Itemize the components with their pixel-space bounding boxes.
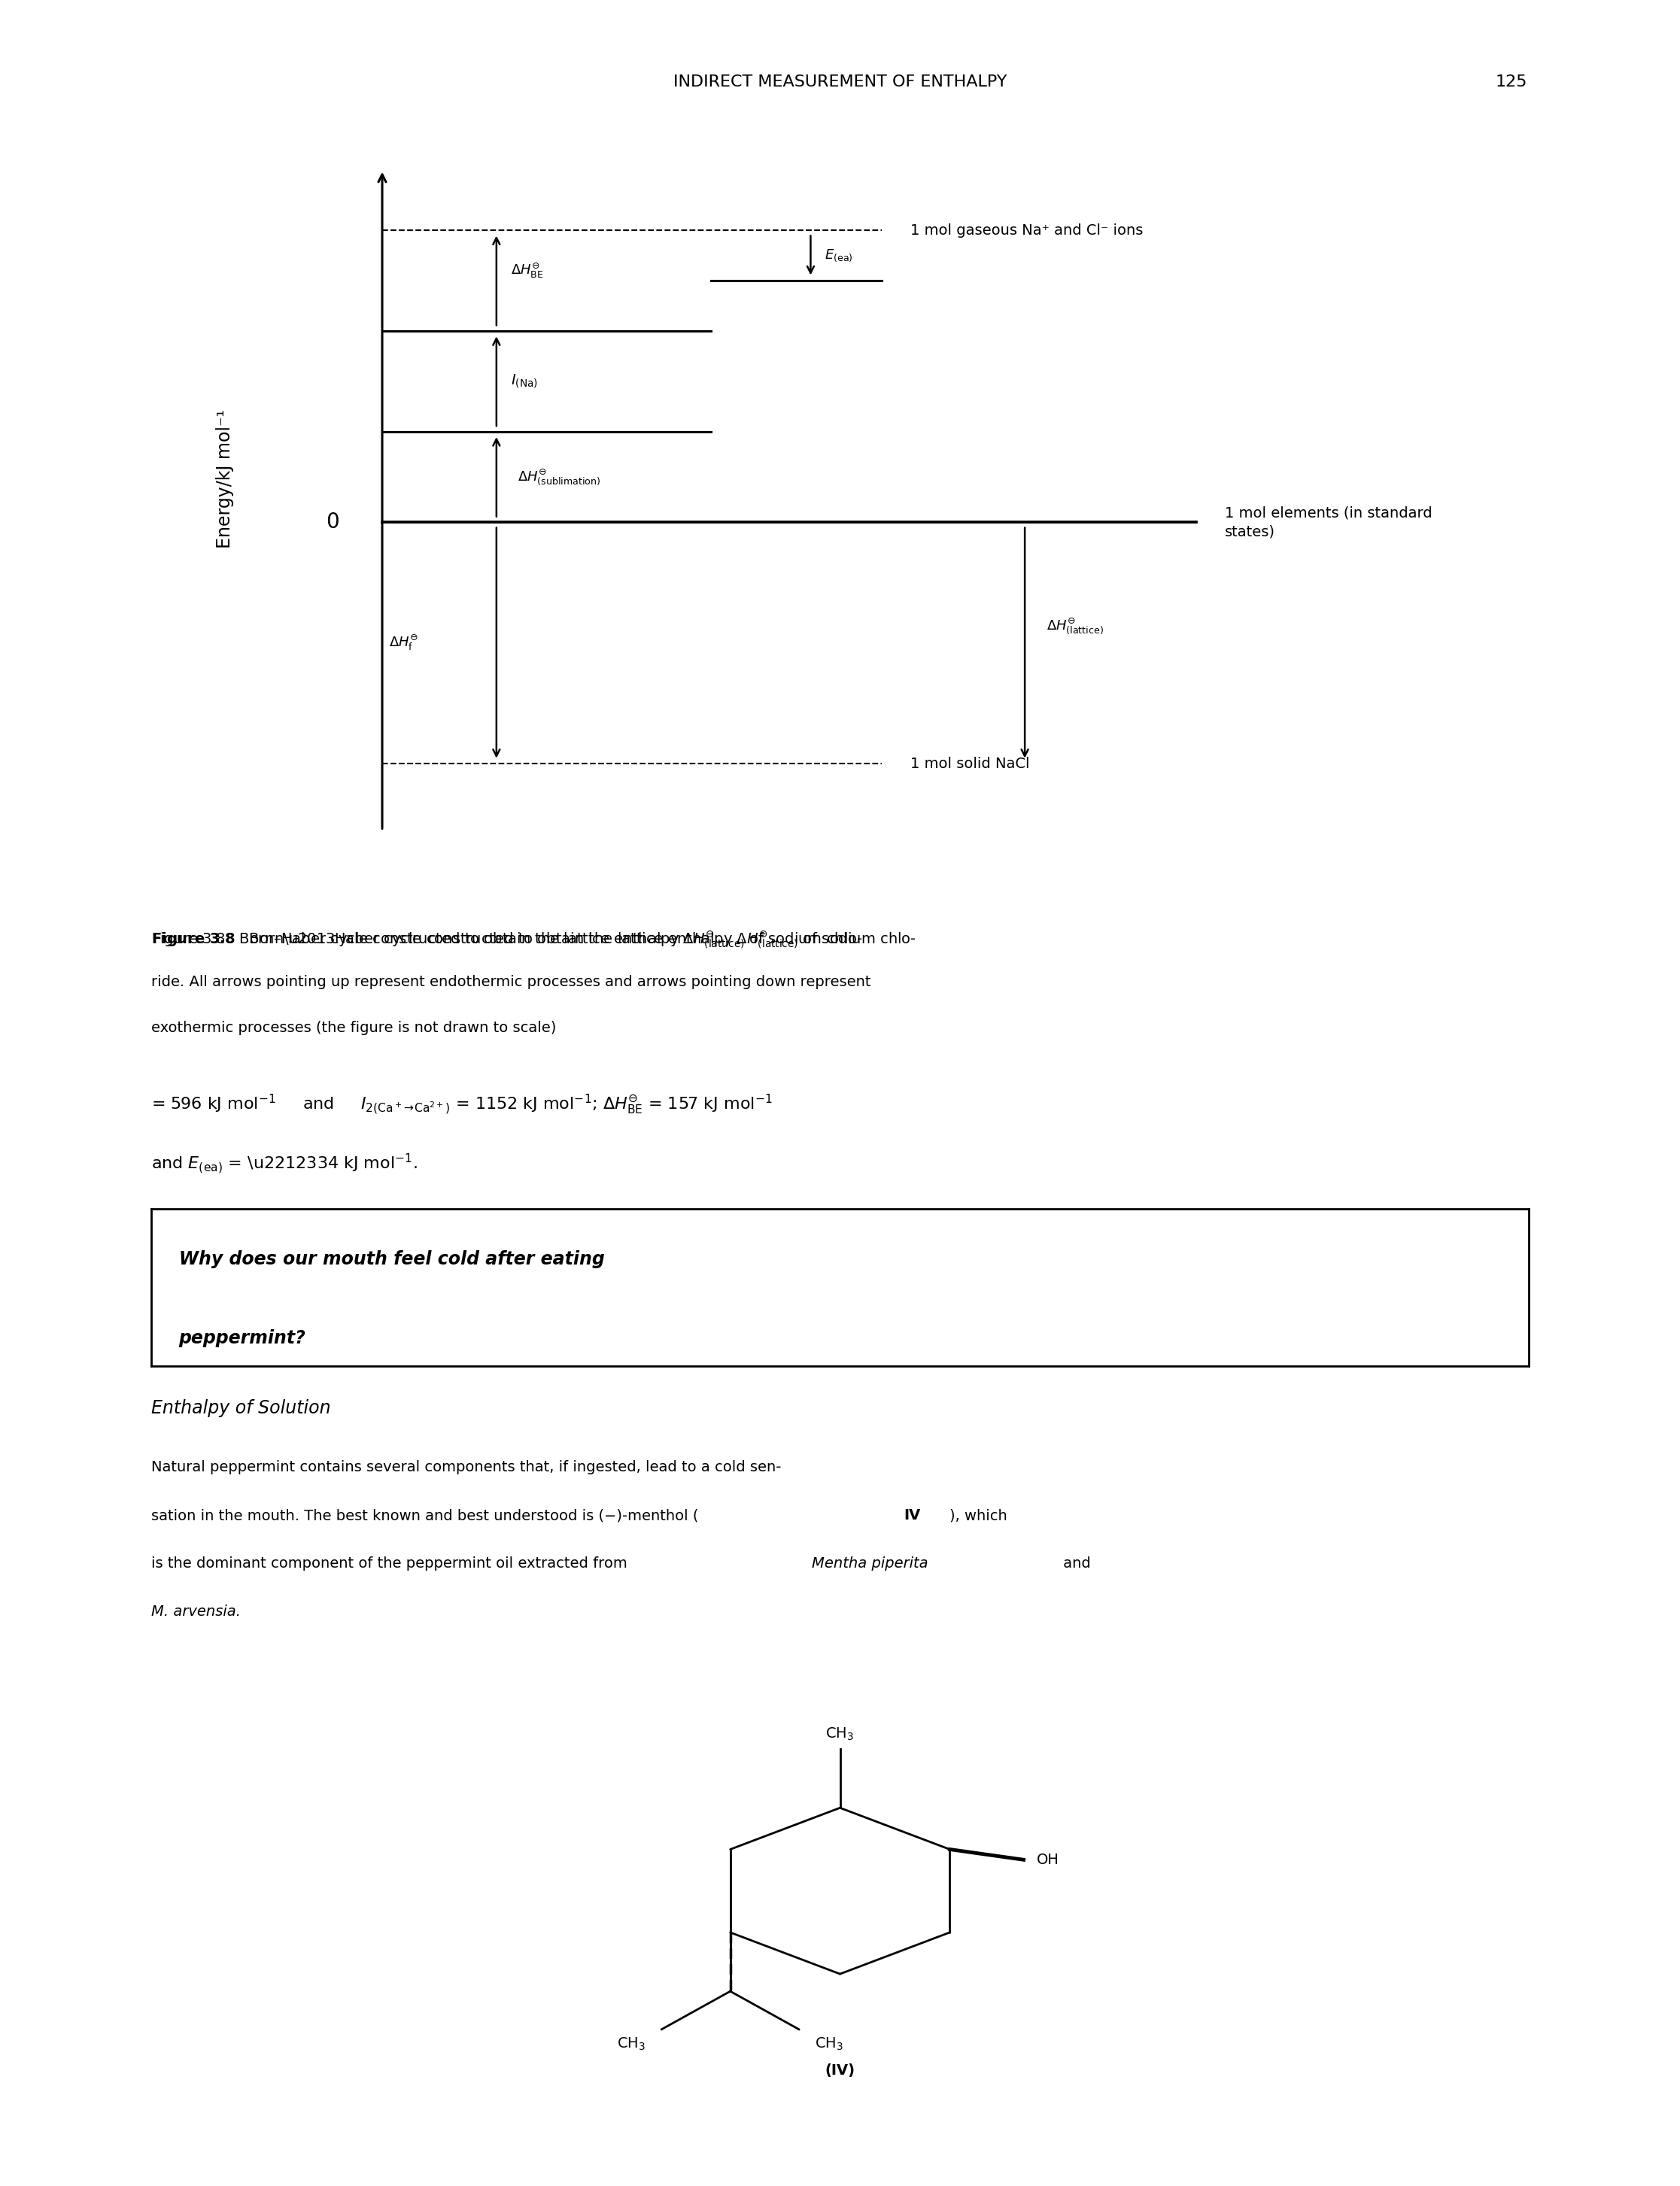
- Text: CH$_3$: CH$_3$: [825, 1727, 855, 1742]
- Text: $I_{\mathrm{(Na)}}$: $I_{\mathrm{(Na)}}$: [511, 374, 538, 389]
- Text: exothermic processes (the figure is not drawn to scale): exothermic processes (the figure is not …: [151, 1021, 556, 1036]
- Text: peppermint?: peppermint?: [178, 1329, 306, 1347]
- Text: 1 mol solid NaCl: 1 mol solid NaCl: [911, 756, 1030, 772]
- Text: INDIRECT MEASUREMENT OF ENTHALPY: INDIRECT MEASUREMENT OF ENTHALPY: [674, 74, 1006, 90]
- Text: ride. All arrows pointing up represent endothermic processes and arrows pointing: ride. All arrows pointing up represent e…: [151, 975, 870, 990]
- Text: 0: 0: [326, 512, 339, 533]
- Text: $\Delta H^{\ominus}_{\mathrm{f}}$: $\Delta H^{\ominus}_{\mathrm{f}}$: [390, 634, 418, 651]
- Text: ), which: ), which: [949, 1508, 1006, 1524]
- Text: = 596 kJ mol$^{-1}$     and     $I_{2(\mathrm{Ca^+\!\rightarrow\!Ca^{2+}})}$ = 1: = 596 kJ mol$^{-1}$ and $I_{2(\mathrm{Ca…: [151, 1093, 773, 1117]
- Text: IV: IV: [904, 1508, 921, 1524]
- Text: 125: 125: [1495, 74, 1527, 90]
- Text: CH$_3$: CH$_3$: [617, 2037, 645, 2053]
- Text: Mentha piperita: Mentha piperita: [811, 1556, 927, 1572]
- Text: Figure 3.8   Born–Haber cycle constructed to obtain the lattice enthalpy $\Delta: Figure 3.8 Born–Haber cycle constructed …: [151, 929, 864, 951]
- Text: $\Delta H^{\ominus}_{\mathrm{(sublimation)}}$: $\Delta H^{\ominus}_{\mathrm{(sublimatio…: [517, 468, 601, 487]
- Text: 1 mol gaseous Na⁺ and Cl⁻ ions: 1 mol gaseous Na⁺ and Cl⁻ ions: [911, 223, 1144, 238]
- Text: and $E_{\mathrm{(ea)}}$ = \u2212334 kJ mol$^{-1}$.: and $E_{\mathrm{(ea)}}$ = \u2212334 kJ m…: [151, 1152, 417, 1176]
- Text: Energy/kJ mol⁻¹: Energy/kJ mol⁻¹: [217, 409, 234, 549]
- Text: $\bf{Figure\ 3.8}$   Born\u2013Haber cycle constructed to obtain the lattice ent: $\bf{Figure\ 3.8}$ Born\u2013Haber cycle…: [151, 929, 916, 951]
- Text: $E_{\mathrm{(ea)}}$: $E_{\mathrm{(ea)}}$: [825, 247, 853, 262]
- Text: Natural peppermint contains several components that, if ingested, lead to a cold: Natural peppermint contains several comp…: [151, 1460, 781, 1476]
- Text: $\Delta H^{\ominus}_{\mathrm{(lattice)}}$: $\Delta H^{\ominus}_{\mathrm{(lattice)}}…: [1047, 616, 1104, 636]
- Text: is the dominant component of the peppermint oil extracted from: is the dominant component of the pepperm…: [151, 1556, 632, 1572]
- Text: Why does our mouth feel cold after eating: Why does our mouth feel cold after eatin…: [178, 1250, 605, 1268]
- Text: 1 mol elements (in standard
states): 1 mol elements (in standard states): [1225, 505, 1431, 538]
- Text: OH: OH: [1037, 1852, 1058, 1867]
- Text: Enthalpy of Solution: Enthalpy of Solution: [151, 1399, 331, 1417]
- Text: sation in the mouth. The best known and best understood is (−)-menthol (: sation in the mouth. The best known and …: [151, 1508, 699, 1524]
- Text: CH$_3$: CH$_3$: [815, 2037, 843, 2053]
- Text: and: and: [1058, 1556, 1090, 1572]
- Text: $\Delta H^{\ominus}_{\mathrm{BE}}$: $\Delta H^{\ominus}_{\mathrm{BE}}$: [511, 262, 544, 280]
- Text: M. arvensia.: M. arvensia.: [151, 1605, 240, 1620]
- Text: (IV): (IV): [825, 2064, 855, 2079]
